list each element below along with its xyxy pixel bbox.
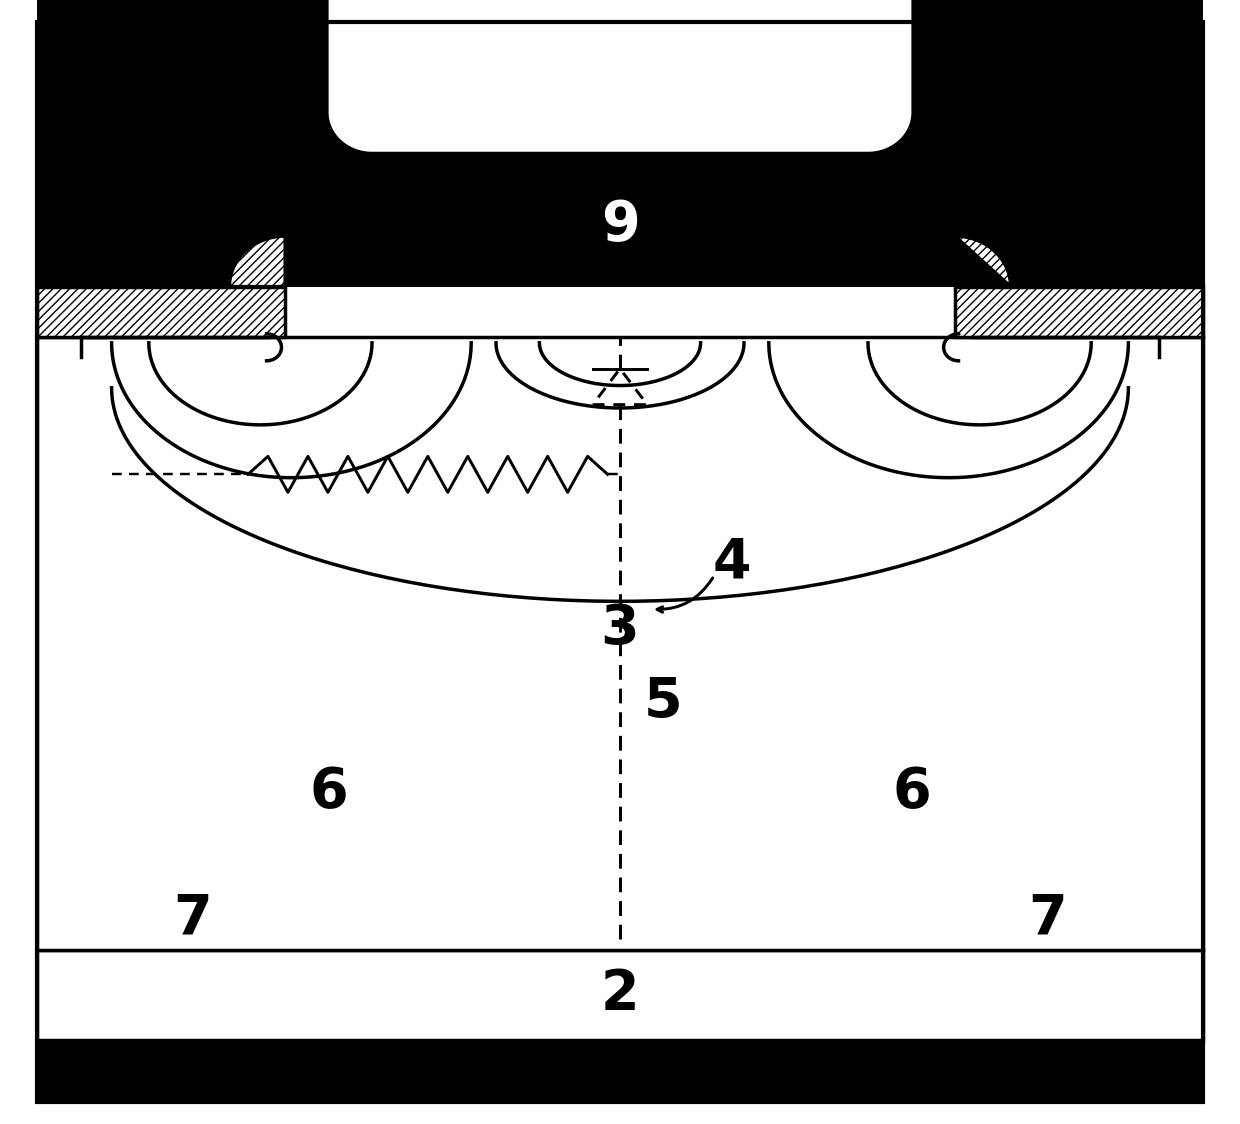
Text: 4: 4	[712, 535, 751, 589]
Text: 6: 6	[309, 765, 348, 819]
Bar	[955, 152, 1203, 287]
Bar	[37, 287, 285, 337]
Text: 9: 9	[600, 198, 640, 252]
Bar	[37, 337, 1203, 950]
Text: 6: 6	[892, 765, 931, 819]
Text: 3: 3	[600, 602, 640, 656]
Polygon shape	[229, 236, 285, 287]
Polygon shape	[955, 236, 1011, 287]
Bar	[37, 950, 1203, 1040]
Text: 7: 7	[172, 891, 212, 945]
Bar	[37, 1040, 1203, 1102]
Text: 5: 5	[644, 676, 683, 729]
Text: 2: 2	[600, 967, 640, 1021]
Polygon shape	[329, 0, 911, 152]
Bar	[37, 152, 285, 287]
Bar	[37, 0, 1203, 152]
Bar	[955, 287, 1203, 337]
Bar	[285, 152, 955, 287]
Text: 7: 7	[1028, 891, 1068, 945]
